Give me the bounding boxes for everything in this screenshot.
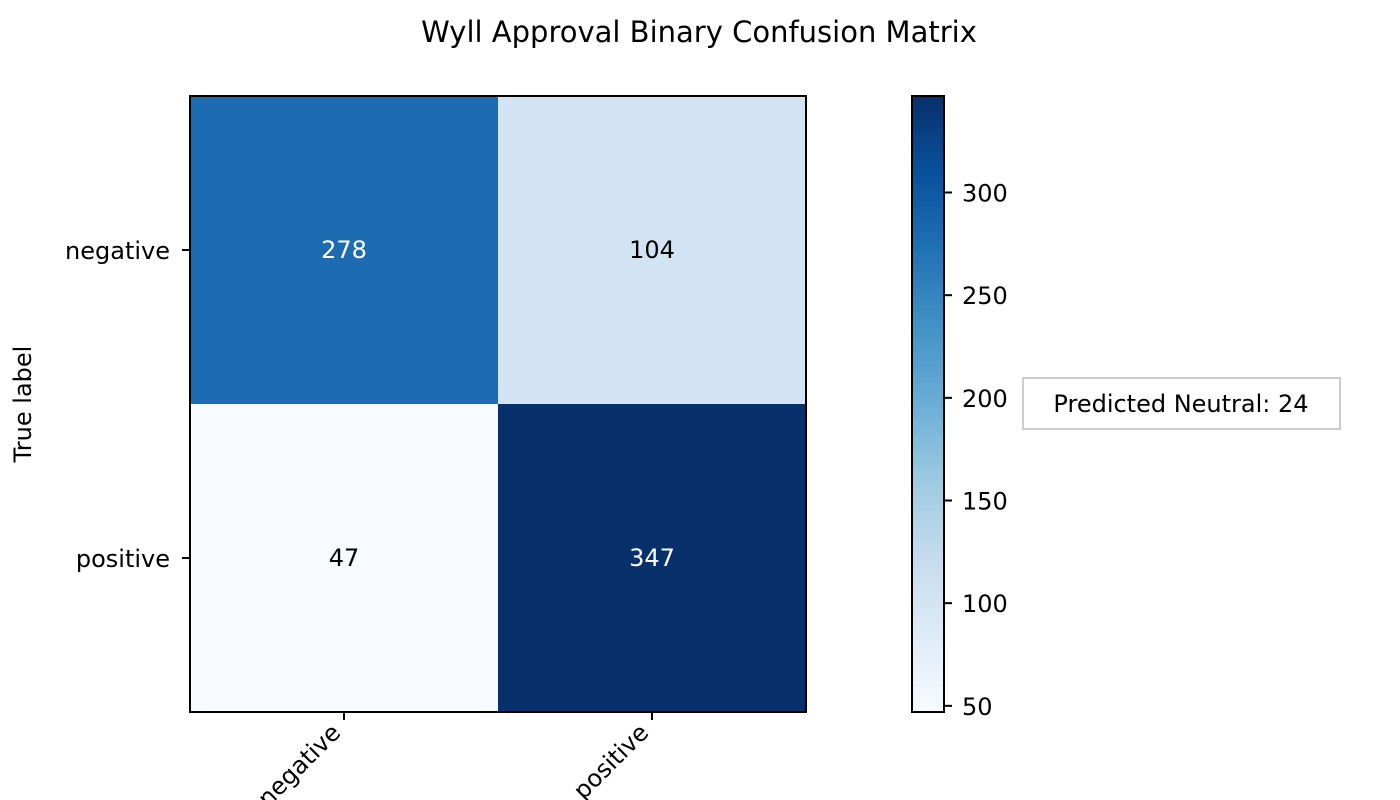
y-tick-label: positive <box>76 545 170 573</box>
annotation-text: Predicted Neutral: 24 <box>1053 390 1308 418</box>
colorbar <box>911 95 945 713</box>
heatmap-cell <box>190 96 498 404</box>
colorbar-tick-label: 50 <box>962 693 993 721</box>
colorbar-ticks: 50 100 150 200 250 300 <box>944 180 1008 721</box>
heatmap-cells: 278 104 47 347 <box>190 96 806 712</box>
heatmap-cell <box>498 404 806 712</box>
annotation-box: Predicted Neutral: 24 <box>1022 377 1341 430</box>
colorbar-tick-label: 100 <box>962 590 1008 618</box>
colorbar-tick-label: 300 <box>962 180 1008 208</box>
x-tick-label: positive <box>568 718 654 800</box>
colorbar-tick-label: 250 <box>962 282 1008 310</box>
cell-value-label: 104 <box>629 236 675 264</box>
chart-title: Wyll Approval Binary Confusion Matrix <box>421 15 977 49</box>
x-tick-label: negative <box>252 718 346 800</box>
y-axis-label: True label <box>9 346 37 464</box>
y-axis-ticks: negative positive <box>65 237 190 573</box>
y-tick-label: negative <box>65 237 170 265</box>
cell-value-label: 278 <box>321 236 367 264</box>
x-axis-ticks: negative positive <box>252 712 654 800</box>
colorbar-tick-label: 200 <box>962 385 1008 413</box>
cell-value-label: 47 <box>329 544 360 572</box>
colorbar-tick-label: 150 <box>962 488 1008 516</box>
plot-frame <box>189 95 807 713</box>
annotation-frame <box>1022 377 1341 430</box>
heatmap-cell <box>498 96 806 404</box>
cell-value-label: 347 <box>629 544 675 572</box>
heatmap-cell <box>190 404 498 712</box>
